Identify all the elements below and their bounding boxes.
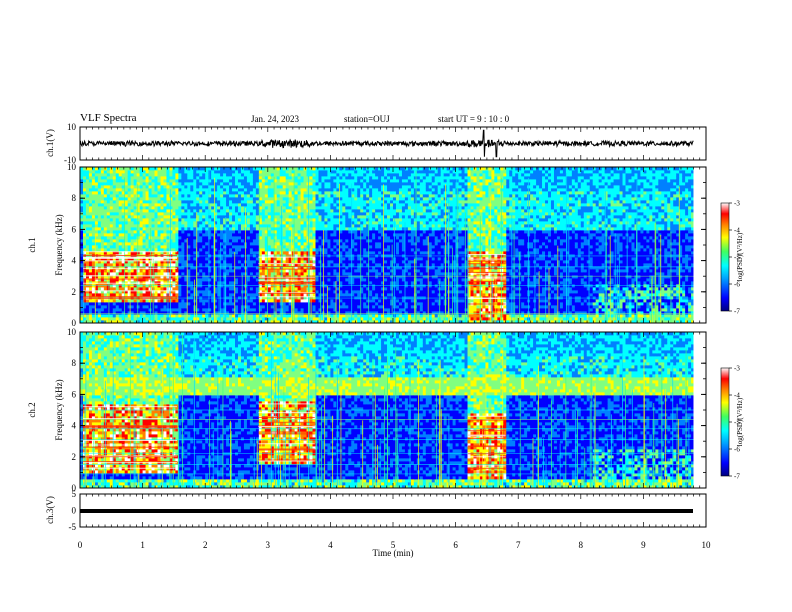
colorbar-tick-label: -4 (734, 227, 740, 235)
time-tick-label: 5 (391, 540, 396, 550)
colorbar-tick-label: -4 (734, 392, 740, 400)
colorbar-tick-label: -7 (734, 308, 740, 316)
time-tick-label: 9 (641, 540, 646, 550)
ch1-waveform-ylabel: ch.1(V) (45, 123, 55, 163)
colorbar-tick-label: -6 (734, 446, 740, 454)
ch3-waveform-panel: 5 0 -5 (69, 489, 707, 532)
colorbar-tick-label: -5 (734, 419, 740, 427)
freq-tick-label: 10 (67, 327, 77, 337)
ch2-spectrogram-image (80, 332, 706, 488)
ch2-colorbar: -3 -4 -5 -6 -7 (720, 365, 740, 481)
time-tick-label: 0 (78, 540, 83, 550)
ch2-colorbar-ticks: -3 -4 -5 -6 -7 (729, 365, 740, 481)
ch2-colorbar-label: log(PSD)(V²/Hz) (736, 382, 744, 462)
ch2-spectrogram-ylabel: ch.2 (27, 385, 37, 435)
colorbar-tick-label: -3 (734, 200, 740, 208)
ch3-waveform-trace (80, 509, 693, 513)
freq-tick-label: 8 (72, 193, 77, 203)
ch2-spectrogram-panel: 0 2 4 6 8 10 (67, 327, 707, 493)
chart-title: VLF Spectra (80, 112, 137, 124)
freq-tick-label: 6 (72, 389, 77, 399)
freq-tick-label: 6 (72, 224, 77, 234)
ch3-waveform-ticks: 5 0 -5 (69, 489, 85, 532)
ch3-waveform-ylabel: ch.3(V) (45, 490, 55, 530)
colorbar-tick-label: -7 (734, 473, 740, 481)
header-station: station=OUJ (344, 114, 390, 124)
ch1-tick-label: 10 (67, 122, 77, 132)
ch1-colorbar-ticks: -3 -4 -5 -6 -7 (729, 200, 740, 316)
time-axis-label: Time (min) (343, 548, 443, 558)
ch3-tick-label: 0 (72, 506, 77, 516)
time-tick-label: 2 (203, 540, 208, 550)
ch1-waveform-panel: 10 -10 (64, 122, 707, 165)
ch1-spectrogram-image (80, 167, 706, 323)
freq-tick-label: 0 (72, 318, 77, 328)
time-tick-label: 8 (579, 540, 584, 550)
ch2-spectrogram-ticks: 0 2 4 6 8 10 (67, 327, 706, 493)
ch1-spectrogram-ylabel: ch.1 (27, 220, 37, 270)
ch1-colorbar-label: log(PSD)(V²/Hz) (736, 217, 744, 297)
freq-tick-label: 8 (72, 358, 77, 368)
time-tick-label: 10 (702, 540, 712, 550)
colorbar-tick-label: -3 (734, 365, 740, 373)
time-tick-label: 7 (516, 540, 521, 550)
header-start-time: start UT = 9 : 10 : 0 (438, 114, 509, 124)
ch1-frequency-label: Frequency (kHz) (54, 200, 64, 290)
time-tick-label: 1 (140, 540, 145, 550)
ch1-spectrogram-ticks: 0 2 4 6 8 10 (67, 162, 706, 328)
freq-tick-label: 10 (67, 162, 77, 172)
time-axis: 0 1 2 3 4 5 6 7 8 9 10 (78, 127, 711, 550)
colorbar-tick-label: -6 (734, 281, 740, 289)
ch1-waveform-ticks: 10 -10 (64, 122, 85, 165)
freq-tick-label: 4 (72, 256, 77, 266)
ch2-colorbar-gradient (720, 367, 730, 477)
time-tick-label: 3 (266, 540, 271, 550)
time-tick-label: 6 (453, 540, 458, 550)
freq-tick-label: 2 (72, 452, 77, 462)
freq-tick-label: 0 (72, 483, 77, 493)
freq-tick-label: 2 (72, 287, 77, 297)
ch3-tick-label: 5 (72, 489, 77, 499)
time-tick-label: 4 (328, 540, 333, 550)
ch1-tick-label: -10 (64, 155, 76, 165)
ch1-colorbar: -3 -4 -5 -6 -7 (720, 200, 740, 316)
ch1-colorbar-gradient (720, 202, 730, 312)
header-date: Jan. 24, 2023 (251, 114, 299, 124)
ch2-frequency-label: Frequency (kHz) (54, 365, 64, 455)
ch3-tick-label: -5 (69, 522, 77, 532)
ch1-spectrogram-panel: 0 2 4 6 8 10 (67, 162, 707, 328)
ch1-waveform-trace (79, 129, 694, 158)
freq-tick-label: 4 (72, 421, 77, 431)
colorbar-tick-label: -5 (734, 254, 740, 262)
